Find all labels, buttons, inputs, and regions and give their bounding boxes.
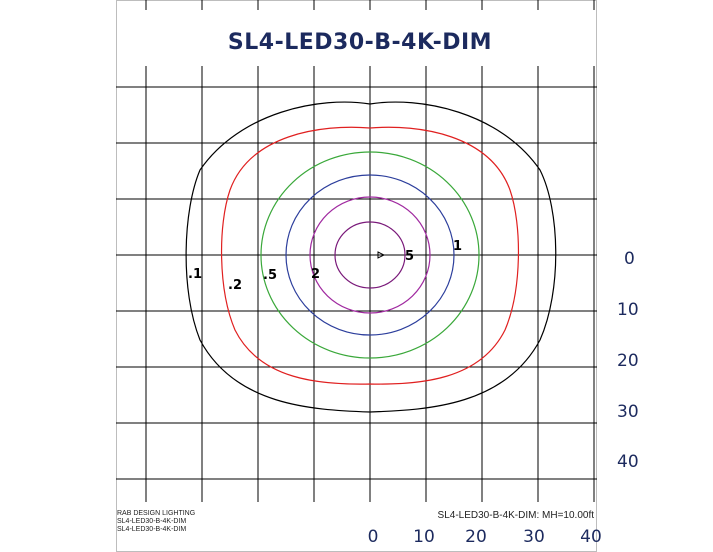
x-axis-label: 0 xyxy=(368,527,379,547)
contour-5 xyxy=(334,221,406,289)
isolux-contours xyxy=(185,101,557,413)
contour-label: .5 xyxy=(263,268,277,283)
contour-0-1 xyxy=(185,101,557,413)
grid-lines xyxy=(116,66,597,502)
x-axis-label: 10 xyxy=(413,527,435,547)
y-axis-label: 20 xyxy=(617,351,639,371)
footer-model-2: SL4-LED30-B-4K-DIM xyxy=(117,526,186,533)
contour-0-5 xyxy=(260,151,480,359)
y-axis-label: 30 xyxy=(617,402,639,422)
luminaire-marker xyxy=(372,251,386,259)
diagram-title: SL4-LED30-B-4K-DIM xyxy=(228,30,492,55)
top-ticks xyxy=(145,0,595,10)
title-backdrop xyxy=(117,14,596,64)
x-axis-label: 20 xyxy=(465,527,487,547)
contour-label: .2 xyxy=(228,278,242,293)
y-axis-label: 40 xyxy=(617,452,639,472)
y-axis-label: 0 xyxy=(624,249,635,269)
x-axis-label: 30 xyxy=(523,527,545,547)
contour-label: .1 xyxy=(188,267,202,282)
y-axis-label: 10 xyxy=(617,300,639,320)
contour-label: 2 xyxy=(311,267,320,282)
contour-label: 1 xyxy=(453,239,462,254)
footer-mounting-height: SL4-LED30-B-4K-DIM: MH=10.00ft xyxy=(438,510,595,521)
x-axis-label: 40 xyxy=(580,527,602,547)
contour-2 xyxy=(309,196,431,314)
contour-label: 5 xyxy=(405,249,414,264)
contour-1 xyxy=(285,174,455,336)
contour-0-2 xyxy=(220,126,520,385)
footer-company: RAB DESIGN LIGHTING xyxy=(117,510,195,517)
footer-model-1: SL4-LED30-B-4K-DIM xyxy=(117,518,186,525)
